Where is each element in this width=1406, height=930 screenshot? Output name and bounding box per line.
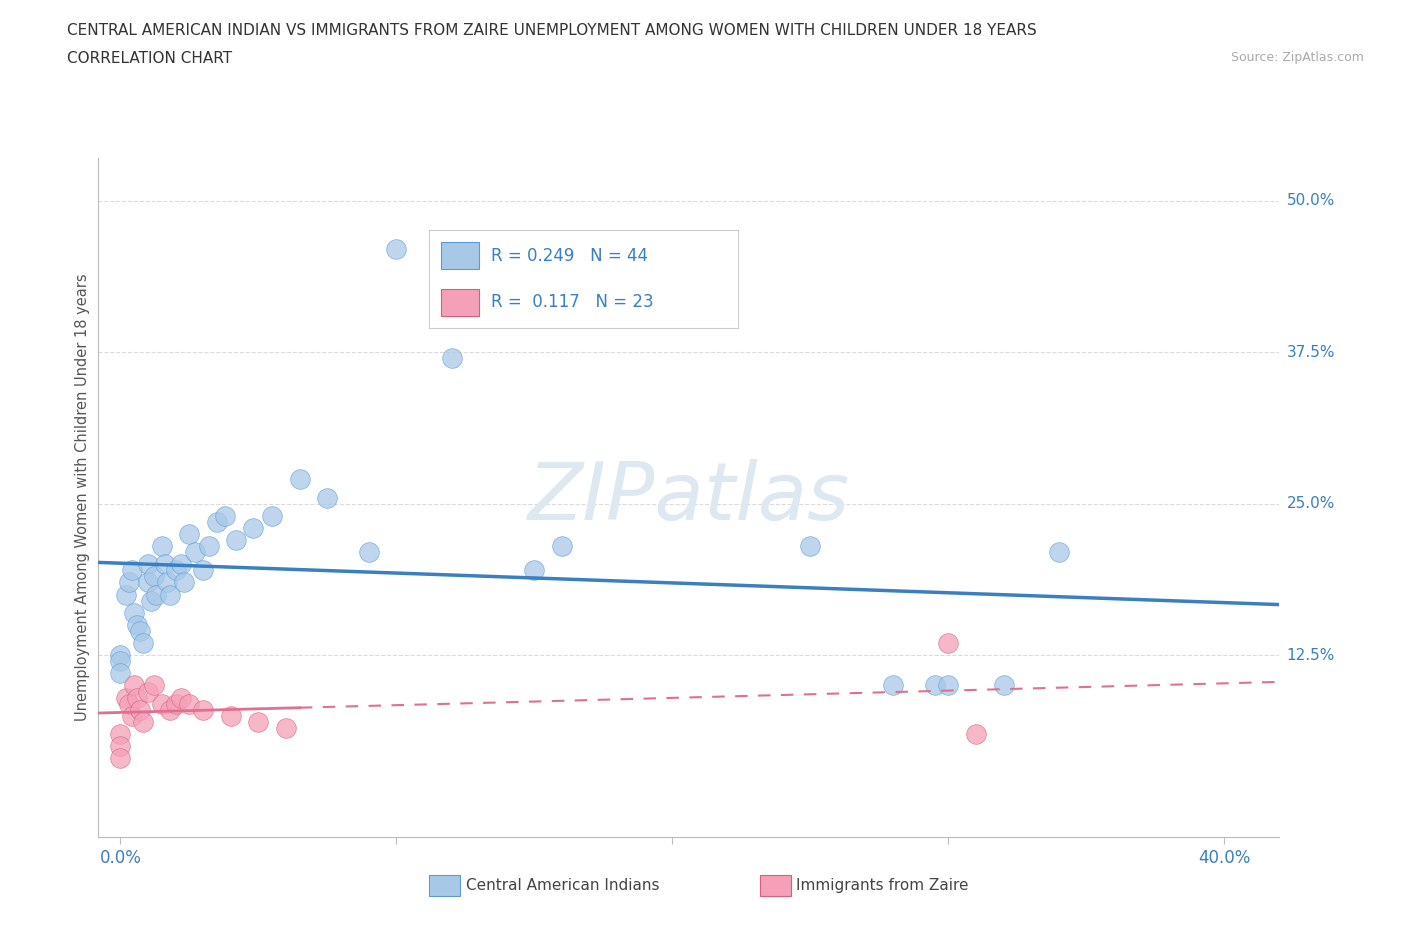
Point (128, 623, 150, 638)
Bar (441, 242, 478, 270)
Point (118, 575, 141, 590)
Point (170, 557, 193, 572)
Point (219, 709, 242, 724)
Point (440, 351, 463, 365)
Point (142, 569, 165, 584)
Text: 37.5%: 37.5% (1286, 345, 1334, 360)
Bar (441, 289, 478, 316)
Point (184, 545, 207, 560)
Point (247, 714, 270, 729)
Point (159, 587, 181, 602)
Text: R =  0.117   N = 23: R = 0.117 N = 23 (491, 294, 654, 312)
Point (115, 690, 138, 705)
Text: R = 0.249   N = 44: R = 0.249 N = 44 (491, 246, 648, 264)
Point (936, 635, 959, 650)
Point (551, 538, 574, 553)
Point (924, 678, 946, 693)
Point (110, 726, 132, 741)
Point (159, 702, 181, 717)
Point (139, 593, 162, 608)
Text: ZIPatlas: ZIPatlas (527, 458, 851, 537)
Point (179, 526, 201, 541)
Point (316, 490, 339, 505)
Point (288, 472, 311, 486)
Point (121, 563, 143, 578)
Point (173, 575, 195, 590)
Point (965, 726, 987, 741)
Point (110, 738, 132, 753)
Point (1047, 545, 1070, 560)
Point (225, 533, 247, 548)
Point (145, 587, 167, 602)
Point (128, 702, 150, 717)
Y-axis label: Unemployment Among Women with Children Under 18 years: Unemployment Among Women with Children U… (75, 273, 90, 722)
Point (165, 563, 187, 578)
Point (165, 697, 187, 711)
Point (125, 618, 148, 632)
Point (198, 538, 221, 553)
Point (385, 242, 408, 257)
Text: CENTRAL AMERICAN INDIAN VS IMMIGRANTS FROM ZAIRE UNEMPLOYMENT AMONG WOMEN WITH C: CENTRAL AMERICAN INDIAN VS IMMIGRANTS FR… (67, 23, 1038, 38)
Point (156, 575, 179, 590)
Point (131, 714, 153, 729)
Point (131, 635, 153, 650)
Point (150, 697, 173, 711)
Point (179, 697, 201, 711)
Point (170, 690, 193, 705)
Point (193, 702, 215, 717)
Text: Immigrants from Zaire: Immigrants from Zaire (796, 878, 969, 893)
Point (357, 545, 380, 560)
Point (882, 678, 904, 693)
Point (110, 666, 132, 681)
Point (799, 538, 821, 553)
Point (125, 690, 148, 705)
Point (110, 647, 132, 662)
Point (124, 605, 146, 620)
Point (242, 521, 264, 536)
Point (193, 563, 215, 578)
Point (150, 538, 173, 553)
Point (936, 678, 959, 693)
Point (110, 751, 132, 765)
Point (205, 514, 228, 529)
Point (153, 557, 176, 572)
Point (523, 563, 546, 578)
Point (136, 557, 159, 572)
Text: CORRELATION CHART: CORRELATION CHART (67, 51, 232, 66)
Text: 50.0%: 50.0% (1286, 193, 1334, 208)
Point (124, 678, 146, 693)
Point (118, 697, 141, 711)
Point (110, 654, 132, 669)
Point (136, 684, 159, 699)
Point (115, 587, 138, 602)
Point (262, 509, 284, 524)
Point (993, 678, 1015, 693)
Text: Central American Indians: Central American Indians (465, 878, 659, 893)
Point (214, 509, 236, 524)
Point (142, 678, 165, 693)
Point (136, 575, 159, 590)
Text: 12.5%: 12.5% (1286, 647, 1334, 663)
Point (121, 709, 143, 724)
Text: 25.0%: 25.0% (1286, 496, 1334, 512)
Text: Source: ZipAtlas.com: Source: ZipAtlas.com (1230, 51, 1364, 64)
Point (274, 721, 297, 736)
